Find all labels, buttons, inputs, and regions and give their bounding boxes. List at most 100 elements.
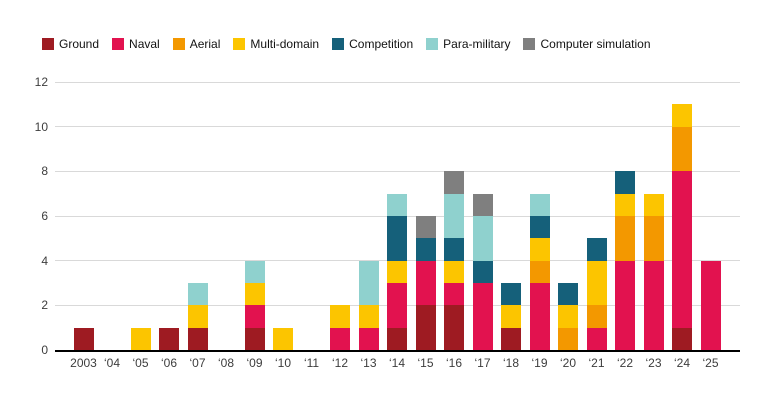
bar-16 <box>444 171 464 350</box>
bar-10 <box>273 327 293 350</box>
legend-label: Aerial <box>189 37 221 51</box>
legend-swatch-icon <box>426 38 439 50</box>
bar-segment-ground <box>159 327 179 350</box>
bar-07 <box>187 283 208 350</box>
x-axis-tick-label: ‘06 <box>160 356 178 370</box>
legend-item-para-military: Para-military <box>426 37 510 51</box>
x-axis-tick-label: ‘08 <box>217 356 235 370</box>
bar-segment-multi-domain <box>244 283 265 306</box>
bar-segment-multi-domain <box>444 260 464 284</box>
x-axis-tick-label: ‘19 <box>531 356 548 370</box>
x-axis-tick-label: ‘17 <box>474 356 491 370</box>
x-axis-tick-label: 2003 <box>70 356 97 370</box>
bar-segment-competition <box>387 216 407 261</box>
bar-12 <box>330 305 350 350</box>
x-axis-tick-label: ‘23 <box>645 356 662 370</box>
bar-segment-multi-domain <box>330 305 350 328</box>
bar-segment-multi-domain <box>387 260 407 284</box>
bar-segment-competition <box>615 171 635 194</box>
x-axis-tick-label: ‘15 <box>417 356 434 370</box>
legend-item-ground: Ground <box>42 37 99 51</box>
bar-segment-ground <box>415 305 436 350</box>
chart-legend: Ground Naval Aerial Multi-domain Competition… <box>42 37 651 51</box>
x-axis-tick-label: ‘11 <box>303 356 320 370</box>
bar-segment-naval <box>643 260 664 350</box>
bar-segment-competition <box>501 283 521 306</box>
legend-item-competition: Competition <box>332 37 413 51</box>
legend-swatch-icon <box>523 38 536 50</box>
x-axis-tick-label: ‘22 <box>616 356 634 370</box>
y-axis-tick-label: 6 <box>41 209 48 223</box>
bar-22 <box>615 171 635 350</box>
bar-segment-computer-simulation <box>472 193 493 217</box>
bar-14 <box>387 193 407 350</box>
bar-segment-para-military <box>187 283 208 306</box>
bar-segment-multi-domain <box>558 305 578 328</box>
bar-21 <box>586 238 607 350</box>
legend-label: Competition <box>349 37 414 51</box>
bar-segment-naval <box>444 283 464 306</box>
bar-segment-ground <box>187 327 208 350</box>
bar-segment-naval <box>529 283 550 350</box>
bar-segment-para-military <box>244 260 265 284</box>
y-axis-tick-label: 10 <box>34 119 48 134</box>
x-axis-tick-label: ‘04 <box>103 356 121 370</box>
bar-segment-competition <box>444 238 464 261</box>
bar-segment-para-military <box>529 193 550 217</box>
bar-17 <box>472 193 493 350</box>
bar-segment-ground <box>244 327 265 350</box>
bar-segment-competition <box>558 283 578 306</box>
x-axis-tick-label: ‘21 <box>588 356 605 370</box>
legend-swatch-icon <box>112 38 125 50</box>
y-axis-tick-label: 12 <box>34 75 48 89</box>
bar-20 <box>558 283 578 350</box>
bar-segment-naval <box>358 327 379 350</box>
bar-segment-ground <box>387 327 407 350</box>
bar-segment-aerial <box>672 126 692 172</box>
bar-segment-naval <box>586 327 607 350</box>
bar-segment-aerial <box>586 305 607 328</box>
x-axis-tick-label: ‘24 <box>673 356 691 370</box>
x-axis-tick-label: ‘25 <box>702 356 719 370</box>
bar-segment-computer-simulation <box>444 171 464 194</box>
bar-25 <box>700 260 721 350</box>
y-axis-tick-label: 2 <box>41 298 48 313</box>
x-axis-tick-label: ‘14 <box>388 356 406 370</box>
bar-segment-multi-domain <box>615 193 635 217</box>
bar-segment-aerial <box>643 216 664 261</box>
bar-segment-para-military <box>358 260 379 306</box>
bar-segment-competition <box>472 260 493 283</box>
legend-item-multi-domain: Multi-domain <box>233 37 319 51</box>
y-axis-tick-label: 4 <box>41 253 48 268</box>
legend-label: Multi-domain <box>250 37 320 51</box>
bar-segment-para-military <box>472 216 493 261</box>
legend-label: Ground <box>59 37 100 51</box>
legend-label: Computer simulation <box>540 37 651 51</box>
bar-06 <box>159 327 179 350</box>
bar-segment-ground <box>444 305 464 350</box>
bar-segment-multi-domain <box>187 305 208 328</box>
bar-segment-multi-domain <box>529 238 550 261</box>
bar-segment-multi-domain <box>643 193 664 217</box>
bar-segment-naval <box>330 327 350 350</box>
x-axis-tick-label: ‘13 <box>360 356 377 370</box>
bar-segment-competition <box>586 238 607 261</box>
bar-segment-naval <box>615 260 635 350</box>
legend-item-aerial: Aerial <box>172 37 221 51</box>
plot-area: 0 2 4 6 8 10 12 2003 ‘04 ‘05 ‘06 ‘07 ‘08 ‘09 ‘10 ‘11 ‘12… <box>35 76 740 369</box>
bar-segment-aerial <box>615 216 635 261</box>
bar-segment-naval <box>472 283 493 350</box>
x-axis-tick-label: ‘07 <box>189 356 206 370</box>
bar-segment-multi-domain <box>130 327 151 350</box>
bar-05 <box>130 327 151 350</box>
legend-item-naval: Naval <box>112 37 160 51</box>
bar-segment-aerial <box>529 260 550 283</box>
bar-segment-multi-domain <box>501 305 521 328</box>
x-axis-tick-label: ‘20 <box>559 356 577 370</box>
bar-segment-multi-domain <box>586 260 607 306</box>
bar-2003 <box>73 327 94 350</box>
y-axis-tick-label: 0 <box>41 343 48 357</box>
bar-23 <box>643 193 664 350</box>
gridline-y-8 <box>55 170 740 172</box>
bar-segment-multi-domain <box>273 327 293 350</box>
